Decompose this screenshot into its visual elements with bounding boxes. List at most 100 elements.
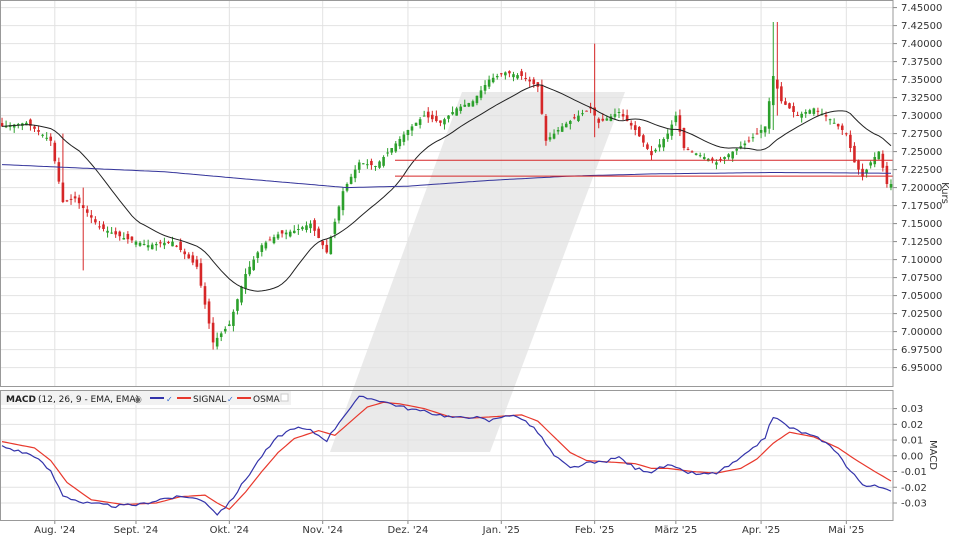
candle-body: [499, 73, 503, 75]
price-tick-label: 7.37500: [901, 57, 942, 68]
candle: [288, 229, 292, 238]
macd-tick-label: -0.03: [901, 498, 927, 509]
candle-body: [256, 252, 260, 258]
candle-body: [211, 322, 215, 343]
candle-body: [686, 148, 690, 150]
candle: [175, 244, 178, 248]
candle-body: [727, 154, 730, 158]
candle-body: [564, 123, 568, 128]
candle: [638, 126, 641, 138]
candle-body: [548, 137, 552, 140]
time-tick-label: Nov. '24: [302, 525, 343, 536]
candle-body: [37, 130, 40, 132]
candle-body: [552, 133, 556, 139]
candle: [69, 194, 73, 205]
candle-body: [353, 169, 357, 179]
candle: [475, 95, 479, 106]
candle-body: [759, 130, 763, 133]
candle-body: [366, 164, 369, 166]
candle: [857, 159, 860, 175]
candle: [313, 218, 316, 236]
candle-body: [317, 228, 320, 238]
candle-body: [800, 113, 803, 118]
candle-body: [280, 230, 284, 234]
candle: [670, 120, 674, 140]
candle-body: [751, 137, 755, 139]
candle: [759, 124, 763, 139]
candle: [228, 320, 231, 327]
candle: [73, 191, 77, 203]
candle: [881, 150, 885, 172]
candle-body: [130, 236, 134, 241]
candle: [471, 99, 475, 107]
candle-body: [845, 133, 848, 135]
candle: [268, 236, 272, 241]
candle-body: [337, 206, 341, 221]
candle: [102, 221, 105, 232]
candle: [816, 107, 820, 117]
candle: [195, 255, 199, 270]
legend-params: (12, 26, 9 - EMA, EMA): [38, 395, 139, 405]
candle-body: [374, 166, 377, 167]
candle: [861, 163, 864, 181]
candle-body: [268, 239, 272, 241]
price-tick-label: 7.30000: [901, 111, 942, 122]
candle-body: [479, 90, 483, 98]
candle-body: [90, 215, 93, 218]
candle: [159, 239, 162, 248]
candle: [150, 242, 154, 250]
candle: [662, 137, 665, 152]
candle-body: [0, 123, 4, 127]
candle: [260, 243, 264, 257]
candle-body: [292, 230, 296, 234]
candle-body: [430, 114, 434, 120]
candle: [528, 76, 532, 87]
time-tick-label: März '25: [654, 525, 697, 536]
candle-body: [98, 226, 101, 228]
candle-body: [207, 301, 211, 324]
candle-body: [33, 126, 36, 129]
candle: [33, 125, 36, 132]
candle: [61, 133, 65, 204]
price-tick-label: 6.97500: [901, 345, 942, 356]
candle: [556, 126, 560, 135]
candle-body: [613, 114, 617, 117]
legend-title: MACD: [6, 395, 36, 405]
candle-body: [747, 140, 751, 142]
time-tick-label: Feb. '25: [575, 525, 615, 536]
candle: [715, 159, 718, 170]
candle: [57, 157, 61, 184]
price-panel-marks: [0, 22, 893, 350]
candle-body: [723, 157, 726, 159]
candle-body: [763, 126, 767, 133]
candle: [463, 99, 467, 108]
candle-body: [662, 139, 665, 148]
candle-body: [406, 130, 410, 136]
price-axis: 7.45000 7.42500 7.40000 7.37500 7.35000 7.325…: [893, 3, 950, 374]
candle-body: [605, 118, 609, 121]
candle-body: [609, 116, 613, 122]
candle-body: [715, 162, 718, 165]
macd-axis: 0.03 0.02 0.01 0.00 -0.01 -0.02 -0.03 MACD: [893, 404, 938, 509]
candle-body: [560, 126, 564, 132]
candle: [690, 150, 694, 153]
candle-body: [341, 191, 345, 211]
legend-background: [1, 391, 291, 405]
candle-body: [439, 120, 442, 123]
candle-body: [625, 115, 629, 121]
candle: [812, 107, 816, 116]
candle: [508, 70, 511, 78]
candle-body: [739, 146, 743, 148]
candle-body: [301, 227, 304, 230]
candle: [832, 118, 836, 124]
candle-body: [869, 162, 872, 166]
candle-body: [45, 137, 48, 139]
time-tick-label: Mai '25: [828, 525, 864, 536]
candle-body: [569, 121, 572, 124]
candle-body: [646, 144, 649, 149]
price-tick-label: 7.45000: [901, 3, 942, 14]
candle: [422, 110, 426, 117]
candle-body: [617, 112, 621, 113]
candle-body: [77, 197, 81, 204]
candle: [21, 122, 24, 131]
